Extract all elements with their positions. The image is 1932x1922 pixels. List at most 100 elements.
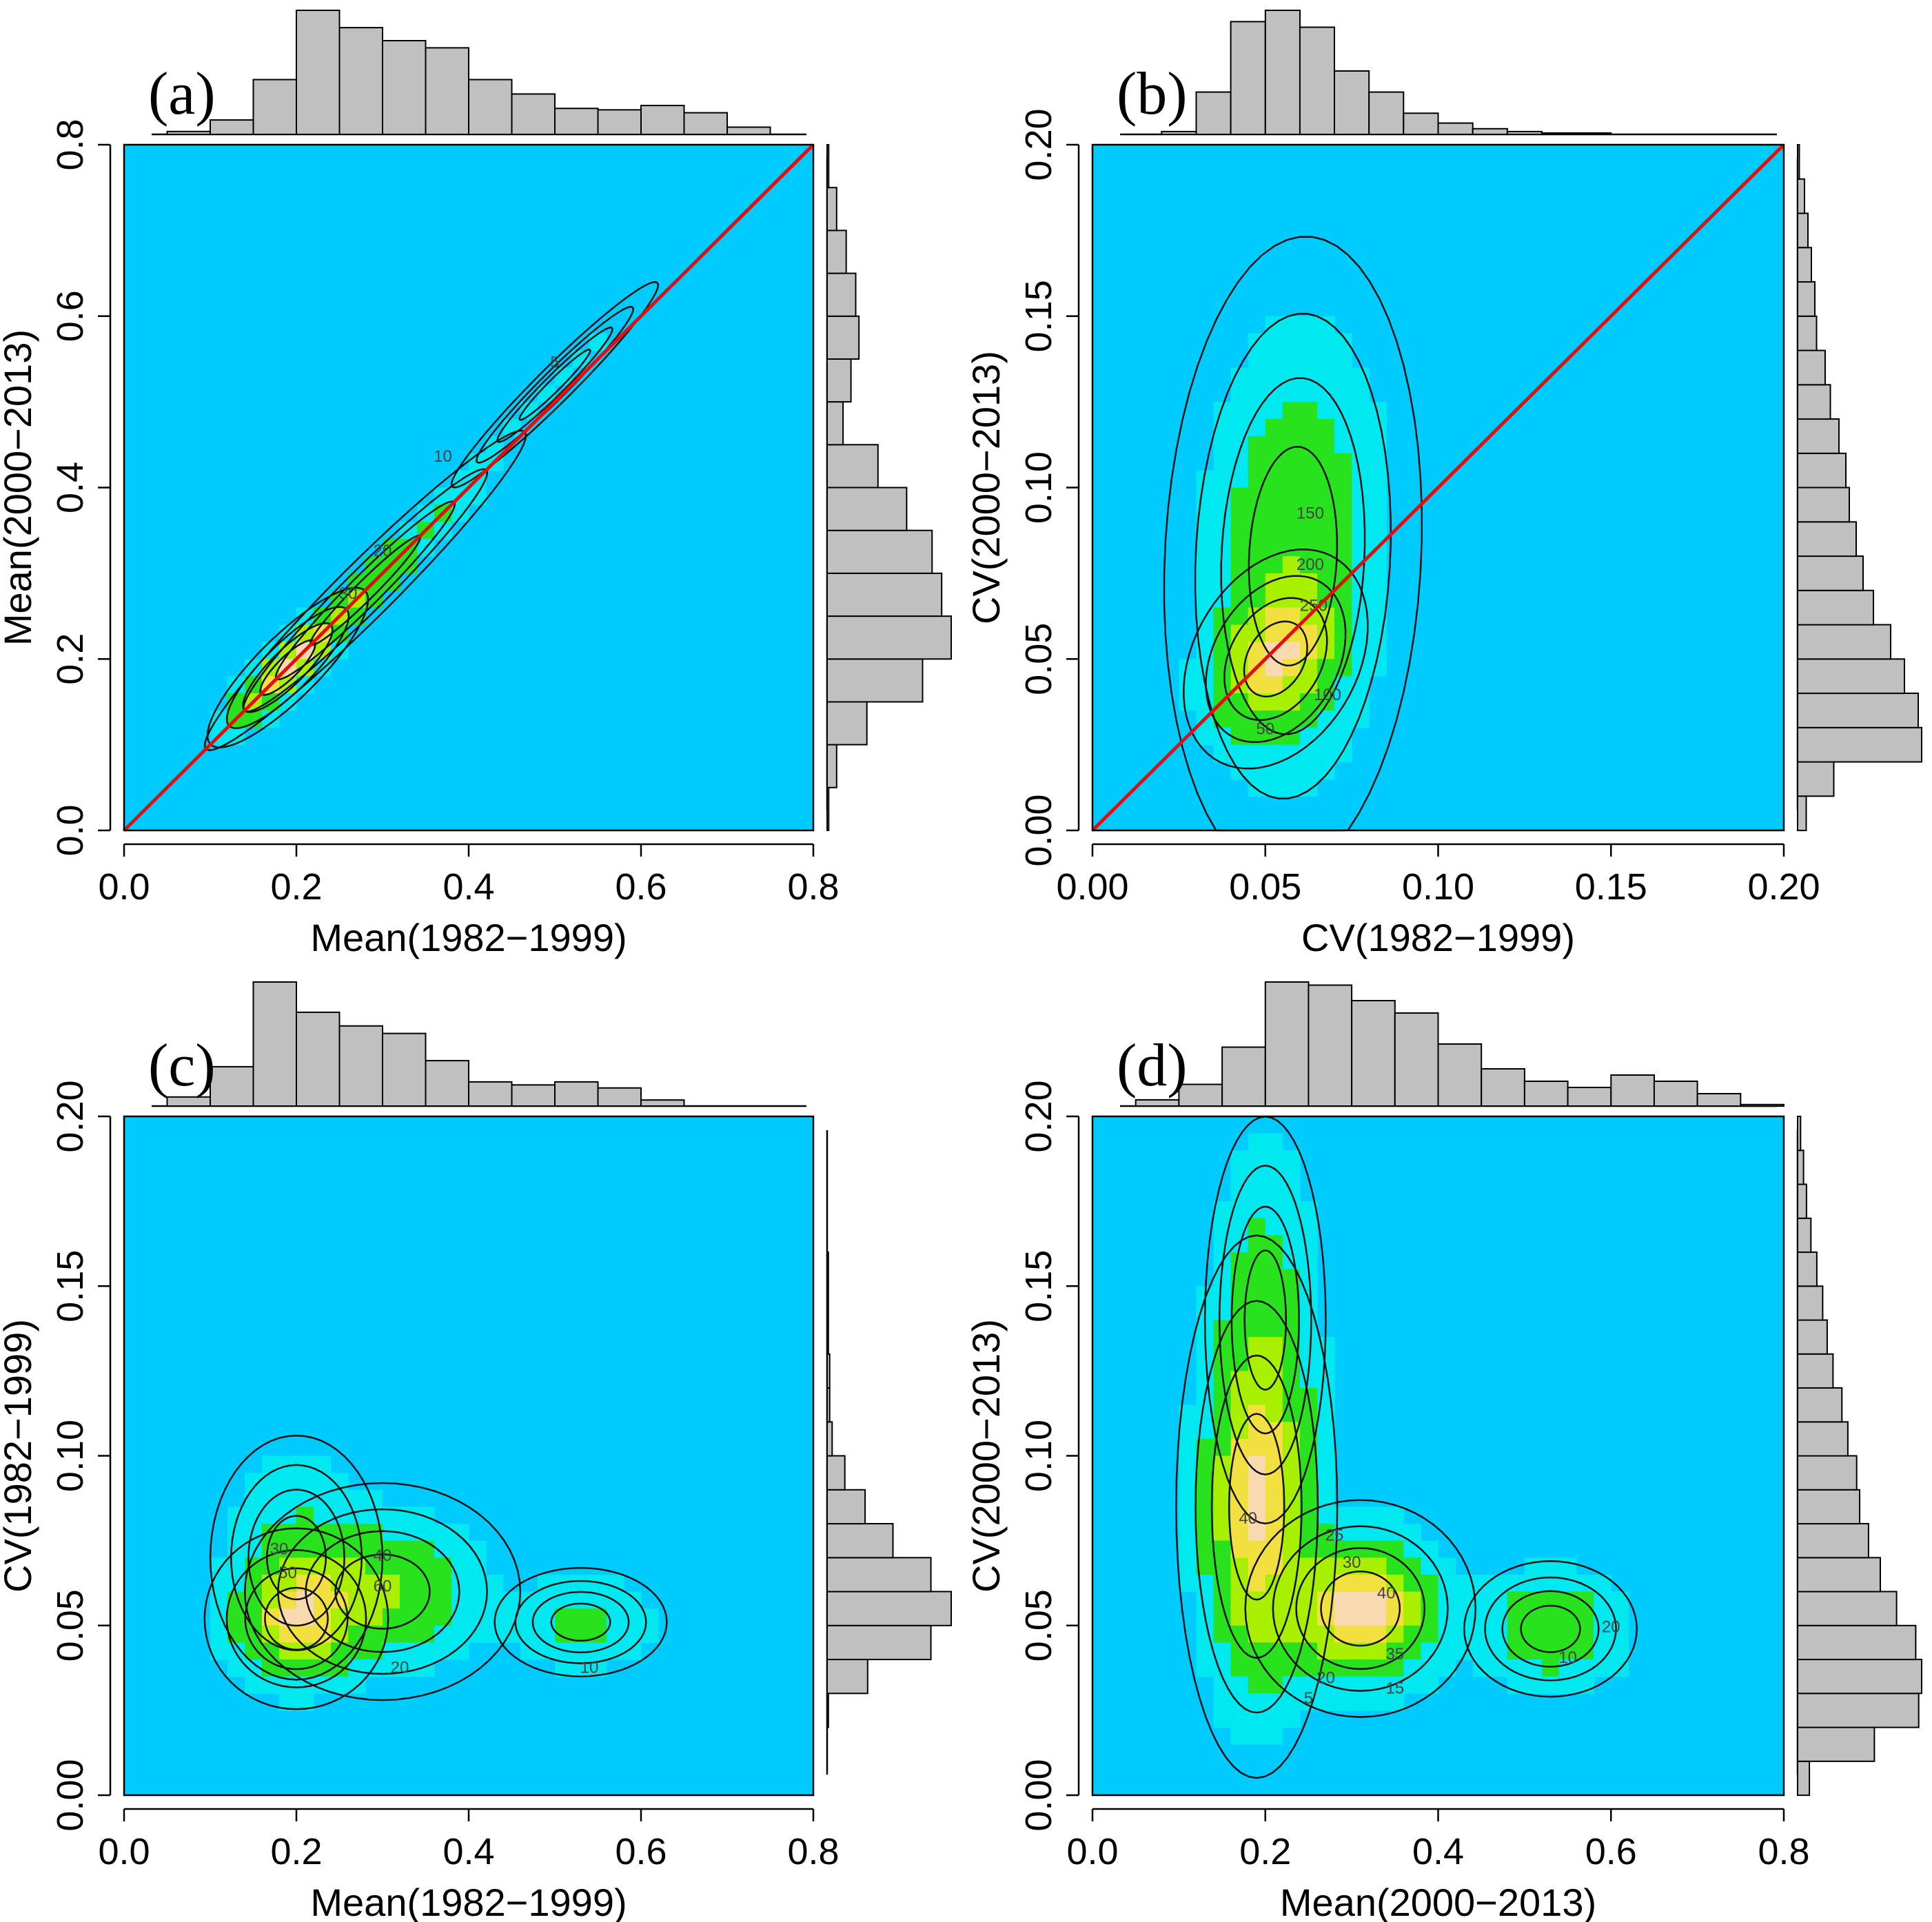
density-cell	[1248, 1150, 1266, 1168]
histogram-bar	[210, 119, 254, 136]
density-cell	[365, 1591, 383, 1609]
density-cell	[572, 1591, 590, 1609]
y-tick-label: 0.00	[1018, 794, 1059, 866]
density-cell	[1248, 436, 1266, 454]
density-cell	[434, 1524, 452, 1542]
density-cell	[1352, 367, 1370, 385]
density-cell	[1352, 504, 1370, 522]
density-cell	[1248, 676, 1266, 694]
density-cell	[1299, 539, 1318, 557]
density-cell	[1334, 727, 1352, 746]
density-cell	[1299, 316, 1318, 334]
histogram-bar	[1797, 247, 1812, 283]
density-cell	[1230, 1676, 1249, 1694]
histogram-bar	[1506, 130, 1543, 135]
histogram-bar	[826, 1319, 829, 1355]
y-tick-label: 0.00	[1018, 1759, 1059, 1831]
density-cell	[331, 1489, 349, 1507]
contour-ring	[265, 1515, 327, 1601]
density-cell	[1213, 1524, 1232, 1542]
density-cell	[1334, 1574, 1352, 1593]
density-cell	[1334, 1608, 1352, 1626]
density-cell	[1179, 1489, 1197, 1507]
x-tick-label: 0.8	[787, 1831, 839, 1872]
contour-lines	[203, 1434, 668, 1710]
contour-label: 150	[1297, 504, 1324, 522]
histogram-bar	[826, 272, 857, 317]
histogram-bar	[1797, 1726, 1875, 1762]
plot-frame	[123, 143, 815, 832]
density-cell	[1611, 1591, 1629, 1609]
density-cell	[1265, 1676, 1283, 1694]
density-cell	[1213, 436, 1232, 454]
density-cell	[1559, 1608, 1577, 1626]
density-cell	[1282, 333, 1301, 351]
density-cell	[1282, 350, 1301, 368]
density-cell	[1196, 1371, 1214, 1389]
density-cell	[1386, 1557, 1404, 1575]
contour-ring	[209, 1434, 384, 1681]
contour-label: 100	[1314, 686, 1341, 704]
y-tick-label: 0.4	[50, 462, 91, 513]
x-tick-label: 0.8	[1758, 1831, 1809, 1872]
density-cell	[1403, 1591, 1421, 1609]
x-axis-title: Mean(1982−1999)	[310, 1881, 627, 1922]
x-tick-label: 0.2	[270, 866, 322, 908]
density-cell	[1299, 744, 1318, 763]
density-cell	[1179, 1574, 1197, 1593]
density-cell	[1369, 419, 1387, 437]
x-tick-label: 0.00	[1056, 866, 1128, 908]
density-cell	[1489, 1642, 1508, 1660]
density-cell	[1265, 522, 1283, 540]
x-tick-label: 0.6	[615, 1831, 667, 1872]
density-cell	[1196, 556, 1214, 574]
histogram-bar	[683, 112, 728, 136]
histogram-bar	[1797, 1523, 1869, 1559]
density-cell	[1248, 744, 1266, 763]
density-cell	[400, 1591, 418, 1609]
density-cell	[400, 1574, 418, 1593]
density-cell	[1248, 385, 1266, 402]
contour-ring	[1484, 1576, 1617, 1681]
density-cell	[1386, 1642, 1404, 1660]
density-cell	[1317, 436, 1335, 454]
contour-label: 20	[374, 542, 392, 560]
histogram-bar	[1797, 1285, 1824, 1321]
density-cell	[1317, 1473, 1335, 1491]
y-tick-label: 0.10	[1018, 451, 1059, 524]
density-cell	[1248, 1574, 1266, 1593]
density-cell	[1369, 556, 1387, 574]
density-cell	[1179, 1557, 1197, 1575]
contour-ring	[1194, 1300, 1319, 1714]
density-cell	[279, 1642, 297, 1660]
x-tick-label: 0.10	[1402, 866, 1474, 908]
histogram-bar	[826, 1251, 829, 1287]
density-cell	[331, 1540, 349, 1558]
density-cell	[1282, 659, 1301, 677]
density-cell	[1213, 402, 1232, 420]
density-cell	[1352, 1608, 1370, 1626]
density-cell	[1299, 470, 1318, 489]
density-cell	[1334, 436, 1352, 454]
density-cell	[1524, 1625, 1543, 1643]
y-tick-label: 0.8	[50, 119, 91, 170]
density-cell	[1559, 1642, 1577, 1660]
x-axis: 0.00 0.05 0.10 0.15 0.20 CV(1982−1999)	[1056, 843, 1820, 959]
density-cell	[1421, 1625, 1439, 1643]
density-cell	[1317, 522, 1335, 540]
histogram-bar	[1797, 1693, 1920, 1728]
density-cell	[1282, 1218, 1301, 1236]
density-cell	[1489, 1574, 1508, 1593]
density-cell	[1334, 1591, 1352, 1609]
density-cell	[1282, 642, 1301, 660]
x-tick-label: 0.4	[1412, 1831, 1464, 1872]
density-cell	[1299, 385, 1318, 402]
density-cell	[1352, 487, 1370, 505]
density-cell	[383, 1574, 400, 1593]
density-cell	[383, 1557, 400, 1575]
contour-label: 15	[1385, 1679, 1404, 1697]
density-cell	[1265, 659, 1283, 677]
histogram-bar	[1797, 1760, 1811, 1797]
